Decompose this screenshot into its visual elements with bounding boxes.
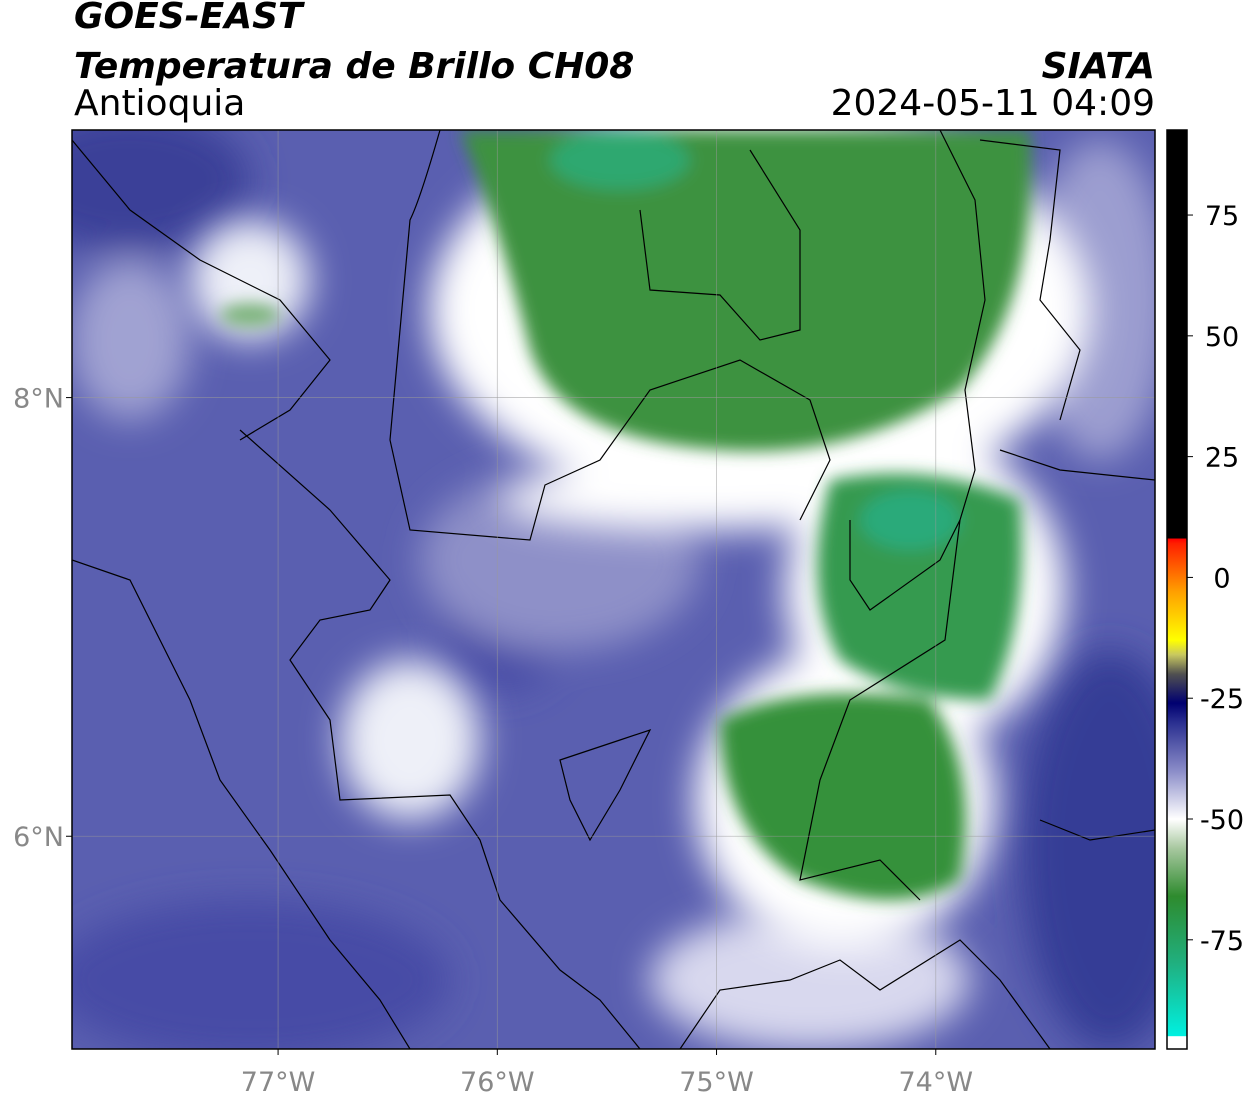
colorbar-tick-label: 75 (1205, 201, 1239, 232)
colorbar-tick-label: -75 (1200, 926, 1244, 957)
subtitle: Temperatura de Brillo CH08 (74, 46, 634, 87)
source: SIATA (1042, 46, 1155, 87)
x-tick-label: 77°W (241, 1067, 316, 1098)
region: Antioquia (74, 83, 245, 124)
x-tick-label: 74°W (898, 1067, 973, 1098)
colorbar-tick-label: 50 (1205, 322, 1239, 353)
map-image (72, 130, 1155, 1049)
x-tick-label: 75°W (679, 1067, 754, 1098)
colorbar-tick-label: 0 (1213, 563, 1230, 594)
map-frame (71, 129, 1156, 1050)
colorbar (1166, 129, 1188, 1050)
colorbar-tick-label: -25 (1200, 684, 1244, 715)
title: GOES-EAST (74, 0, 305, 37)
x-tick-label: 76°W (460, 1067, 535, 1098)
y-tick-label: 6°N (13, 822, 64, 853)
colorbar-tick-label: -50 (1200, 805, 1244, 836)
y-tick-label: 8°N (13, 384, 64, 415)
colorbar-tick-label: 25 (1205, 443, 1239, 474)
datetime: 2024-05-11 04:09 (831, 83, 1155, 124)
